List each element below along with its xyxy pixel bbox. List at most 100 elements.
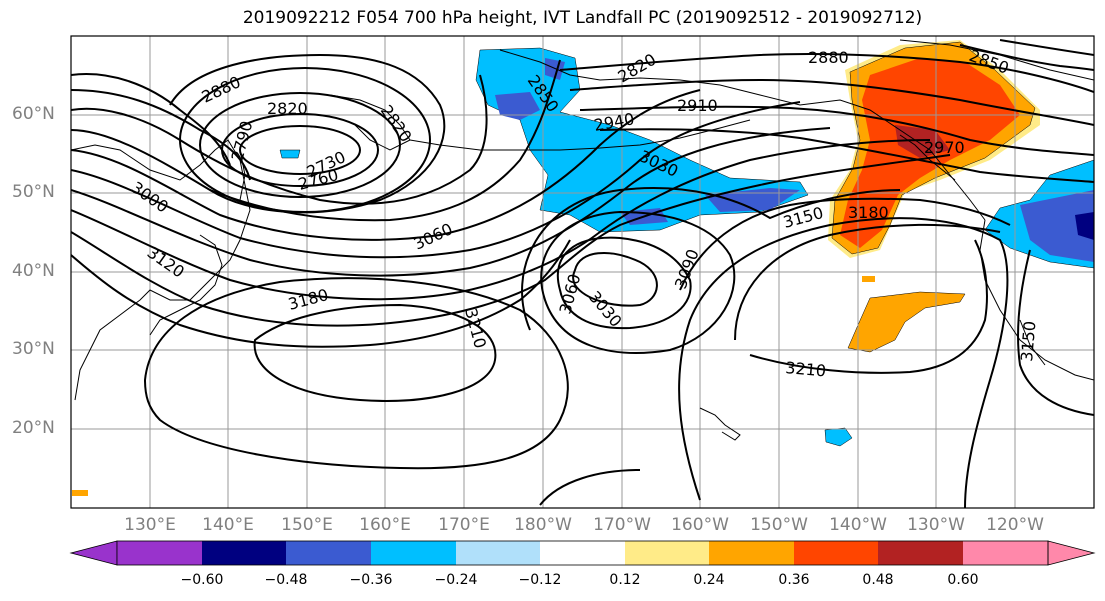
contour-line (71, 89, 701, 241)
contour-line (599, 128, 1094, 183)
contour-line (579, 105, 1094, 156)
lat-label: 60°N (12, 104, 55, 124)
contour-line (239, 125, 361, 175)
ivt-negative-region (1020, 190, 1094, 262)
contour-line (71, 89, 251, 181)
colorbar-tick-label: −0.60 (180, 572, 224, 588)
colorbar-swatch (878, 541, 963, 565)
contour-line (678, 217, 1009, 508)
coastline-baja (1019, 319, 1046, 366)
contour-line (71, 74, 488, 205)
colorbar-tick-label: −0.36 (349, 572, 393, 588)
contour-label: 2820 (267, 99, 308, 118)
ivt-positive-region (862, 276, 875, 282)
contour-line (253, 303, 497, 402)
lon-label: 170°W (593, 515, 651, 535)
map-title: 2019092212 F054 700 hPa height, IVT Land… (242, 8, 923, 28)
lat-label: 20°N (12, 418, 55, 438)
contour-line (199, 92, 401, 198)
colorbar-tick-label: −0.48 (264, 572, 308, 588)
colorbar-outline (116, 540, 1049, 566)
contour-line (959, 44, 1094, 71)
map-frame (70, 35, 1095, 509)
ivt-negative-region (824, 427, 853, 447)
colorbar (69, 540, 1096, 566)
ivt-positive-region (847, 291, 966, 353)
contour-line (71, 127, 831, 277)
contour-line (71, 101, 801, 259)
coastline-kamchatka (329, 94, 411, 151)
coastline-hawaii (699, 407, 741, 441)
contour-label: 3180 (848, 203, 889, 222)
height-contours (71, 39, 1094, 508)
coastline-alaska (499, 49, 986, 221)
lat-label: 50°N (12, 182, 55, 202)
lon-label: 150°W (750, 515, 808, 535)
contour-line (221, 113, 379, 187)
contour-line (749, 239, 988, 374)
graticule (71, 36, 1094, 508)
lon-label: 140°E (202, 515, 254, 535)
colorbar-tick-label: −0.24 (434, 572, 478, 588)
colorbar-extend-min (69, 540, 118, 566)
ivt-negative-region (495, 92, 540, 120)
colorbar-swatch (117, 541, 202, 565)
contour-line (999, 39, 1094, 56)
contour-line (539, 469, 641, 506)
lon-label: 180°W (514, 515, 572, 535)
contour-label: 2970 (924, 138, 965, 157)
lon-label: 120°W (986, 515, 1044, 535)
colorbar-swatch (371, 541, 456, 565)
colorbar-tick-label: −0.12 (518, 572, 562, 588)
lon-label: 160°W (671, 515, 729, 535)
contour-line (143, 277, 569, 470)
colorbar-swatch (540, 541, 625, 565)
colorbar-tick-label: 0.48 (862, 572, 894, 588)
contour-line (569, 78, 1094, 126)
colorbar-swatch (963, 541, 1048, 565)
contour-line (679, 197, 1011, 291)
contour-line (71, 239, 571, 348)
contour-line (559, 52, 1094, 93)
contour-line (734, 223, 1001, 341)
ivt-negative-region (705, 188, 800, 212)
ivt-negative-region (1075, 212, 1094, 240)
contour-line (1017, 249, 1094, 416)
colorbar-swatch (202, 541, 286, 565)
lon-label: 150°E (281, 515, 333, 535)
colorbar-tick-label: 0.24 (693, 572, 725, 588)
contour-label: 2880 (808, 48, 849, 67)
contour-line (540, 210, 736, 354)
colorbar-tick-label: 0.12 (609, 572, 641, 588)
colorbar-swatch (286, 541, 371, 565)
colorbar-swatch (709, 541, 794, 565)
ivt-negative-region (279, 149, 301, 159)
colorbar-tick-label: 0.60 (947, 572, 979, 588)
colorbar-swatch (625, 541, 709, 565)
contour-line (71, 59, 561, 222)
contour-line (169, 53, 446, 214)
colorbar-tick-label: 0.36 (778, 572, 810, 588)
contour-label: 2910 (677, 96, 718, 115)
lon-label: 170°E (438, 515, 490, 535)
coastline-asia (71, 139, 251, 401)
lon-label: 130°E (124, 515, 176, 535)
lon-label: 140°W (829, 515, 887, 535)
lat-label: 30°N (12, 339, 55, 359)
colorbar-extend-max (1047, 540, 1096, 566)
coastline-aleutians (409, 119, 751, 151)
contour-line (556, 236, 692, 330)
contour-line (572, 252, 658, 307)
colorbar-swatch (456, 541, 540, 565)
lon-label: 130°W (907, 515, 965, 535)
coastline-bc-islands (899, 134, 956, 181)
lon-label: 160°E (359, 515, 411, 535)
contour-label: 3150 (1017, 320, 1039, 362)
ivt-positive-region (72, 490, 88, 496)
contour-label: 3210 (785, 358, 827, 380)
contour-line (71, 73, 231, 166)
lat-label: 40°N (12, 261, 55, 281)
colorbar-swatch (794, 541, 878, 565)
ivt-shading (72, 40, 1094, 496)
